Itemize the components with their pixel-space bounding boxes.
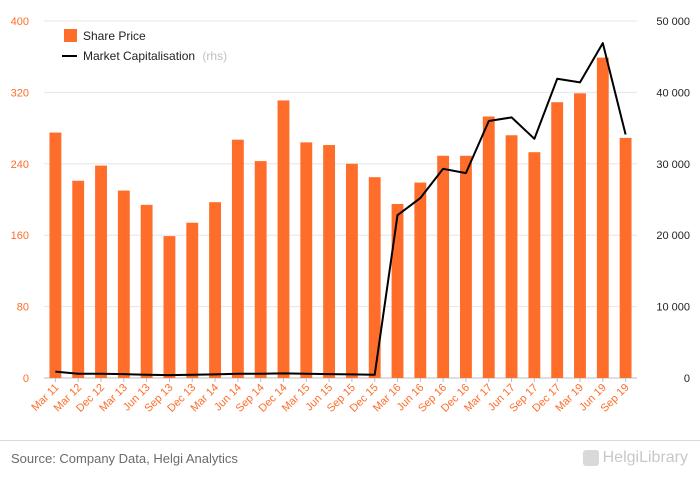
bar-share-price [482,116,495,378]
right-tick-label: 20 000 [656,230,690,242]
bar-share-price [209,202,221,378]
source-note: Source: Company Data, Helgi Analytics [11,451,238,466]
left-tick-label: 240 [11,159,29,171]
library-logo-icon [582,450,599,466]
bar-share-price [460,155,472,378]
bar-share-price [277,100,290,379]
line-market-cap [55,42,627,377]
bar-share-price [323,145,336,378]
bar-share-price [72,180,85,378]
right-tick-label: 10 000 [656,302,690,314]
legend-market-cap-label: Market Capitalisation [83,49,195,63]
right-tick-label: 50 000 [656,16,690,28]
bar-share-price [505,135,518,378]
bar-share-price [186,222,199,378]
bar-share-price [528,152,541,378]
legend-share-price-swatch [64,29,77,42]
bar-share-price [368,177,381,378]
right-axis-ticks: 0 10 000 20 000 30 000 40 000 50 000 [656,16,690,385]
bar-share-price [49,132,62,378]
bar-share-price [596,57,609,378]
left-tick-label: 160 [11,230,29,242]
bar-share-price [574,93,586,378]
right-tick-label: 40 000 [656,87,690,99]
helgi-library-logo: HelgiLibrary [582,449,688,467]
logo-text: HelgiLibrary [602,449,688,466]
legend: Share Price Market Capitalisation (rhs) [62,29,227,63]
bar-share-price [300,142,313,378]
legend-share-price-label: Share Price [83,29,146,43]
right-tick-label: 30 000 [656,159,690,171]
left-tick-label: 400 [11,16,29,28]
bar-share-price [254,161,267,378]
right-tick-label: 0 [684,373,690,385]
bar-share-price [414,182,427,378]
left-axis-ticks: 0 80 160 240 320 400 [11,16,29,385]
share-price-bars [49,57,632,379]
bar-share-price [345,163,358,378]
bar-share-price [551,102,564,378]
footer-divider [0,440,700,441]
left-tick-label: 0 [23,373,29,385]
left-tick-label: 80 [17,302,29,314]
market-cap-line [55,42,627,377]
bar-share-price [391,203,404,378]
bar-share-price [95,165,107,378]
bar-share-price [140,204,153,378]
bar-share-price [437,155,450,378]
bar-share-price [619,137,632,378]
legend-rhs-note: (rhs) [202,49,227,63]
left-tick-label: 320 [11,87,29,99]
bar-share-price [163,236,176,378]
grid-lines [44,20,637,379]
bar-share-price [117,190,130,378]
svg-text:Market Capitalisation (r: Market Capitalisation (rhs) [83,49,227,63]
bar-share-price [231,139,244,378]
chart-canvas: 0 80 160 240 320 400 0 10 000 20 000 30 000 40 00… [11,16,690,415]
